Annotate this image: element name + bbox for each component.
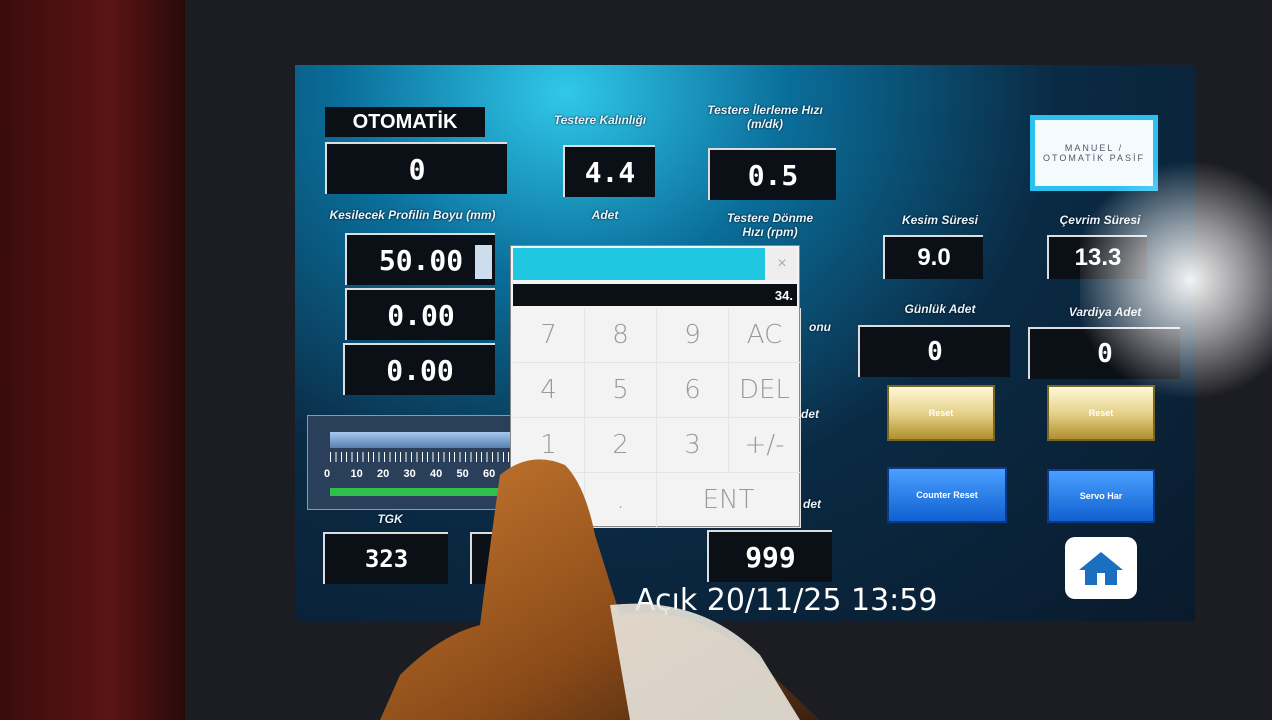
key-sign[interactable]: +/- xyxy=(729,418,801,473)
profile-length-label: Kesilecek Profilin Boyu (mm) xyxy=(329,208,496,222)
key-4[interactable]: 4 xyxy=(513,363,585,418)
close-icon: × xyxy=(777,255,787,272)
numeric-keypad: × 34. 7 8 9 AC 4 5 6 DEL 1 2 3 +/- 0. ENT xyxy=(510,245,801,528)
key-6[interactable]: 6 xyxy=(657,363,729,418)
gauge-bar xyxy=(330,432,515,448)
partial-label-1: onu xyxy=(809,320,831,334)
shift-count-value: 0 xyxy=(1028,327,1180,379)
gauge-tick-label: 10 xyxy=(350,468,363,480)
key-8[interactable]: 8 xyxy=(585,308,657,363)
profile-length-2[interactable]: 0.00 xyxy=(345,288,495,340)
hidden-value-box xyxy=(470,532,530,584)
cycle-time-value: 13.3 xyxy=(1047,235,1147,279)
key-0[interactable]: 0 xyxy=(513,473,585,528)
key-dot[interactable]: . xyxy=(585,473,657,528)
keypad-title-bar xyxy=(513,248,765,280)
cycle-time-label: Çevrim Süresi xyxy=(1059,213,1141,227)
home-button[interactable] xyxy=(1065,537,1137,599)
gauge-fill xyxy=(330,488,505,496)
gauge-scale xyxy=(330,452,515,462)
saw-thickness-label: Testere Kalınlığı xyxy=(553,113,647,127)
background-wall xyxy=(0,0,185,720)
cut-time-label: Kesim Süresi xyxy=(901,213,979,227)
daily-count-label: Günlük Adet xyxy=(904,302,976,316)
key-2[interactable]: 2 xyxy=(585,418,657,473)
manual-mode-button[interactable]: MANUEL / OTOMATİK PASİF xyxy=(1030,115,1158,191)
counter-reset-button[interactable]: Counter Reset xyxy=(887,467,1007,523)
daily-count-value: 0 xyxy=(858,325,1010,377)
gauge-tick-label: 0 xyxy=(324,468,331,480)
shift-count-label: Vardiya Adet xyxy=(1068,305,1142,319)
key-ac[interactable]: AC xyxy=(729,308,801,363)
reset-shift-button[interactable]: Reset xyxy=(1047,385,1155,441)
target-count-value[interactable]: 999 xyxy=(707,530,832,582)
count-label: Adet xyxy=(591,208,619,222)
gauge-ticks: 0 10 20 30 40 50 60 xyxy=(324,468,524,482)
mode-value[interactable]: 0 xyxy=(325,142,507,194)
gauge-tick-label: 40 xyxy=(430,468,443,480)
gauge-tick-label: 60 xyxy=(483,468,496,480)
key-ent[interactable]: ENT xyxy=(657,473,801,528)
cut-time-value: 9.0 xyxy=(883,235,983,279)
servo-button[interactable]: Servo Har xyxy=(1047,469,1155,523)
saw-feed-label: Testere İlerleme Hızı (m/dk) xyxy=(707,103,823,131)
input-cursor xyxy=(475,245,492,279)
partial-label-2: det xyxy=(801,407,819,421)
gauge-tick-label: 30 xyxy=(403,468,416,480)
mode-label: OTOMATİK xyxy=(325,107,485,137)
tgk-label: TGK xyxy=(377,512,403,526)
keypad-close-button[interactable]: × xyxy=(767,248,797,280)
profile-length-1[interactable]: 50.00 xyxy=(345,233,495,285)
profile-length-3[interactable]: 0.00 xyxy=(343,343,495,395)
saw-feed-value[interactable]: 0.5 xyxy=(708,148,836,200)
tgk-value: 323 xyxy=(323,532,448,584)
key-3[interactable]: 3 xyxy=(657,418,729,473)
key-7[interactable]: 7 xyxy=(513,308,585,363)
key-del[interactable]: DEL xyxy=(729,363,801,418)
level-gauge: 0 10 20 30 40 50 60 xyxy=(307,415,517,510)
saw-thickness-value[interactable]: 4.4 xyxy=(563,145,655,197)
key-1[interactable]: 1 xyxy=(513,418,585,473)
reset-daily-button[interactable]: Reset xyxy=(887,385,995,441)
keypad-display: 34. xyxy=(513,284,797,306)
partial-label-3: det xyxy=(803,497,821,511)
home-icon xyxy=(1079,552,1123,585)
saw-speed-label: Testere Dönme Hızı (rpm) xyxy=(726,211,814,239)
gauge-tick-label: 50 xyxy=(456,468,469,480)
key-5[interactable]: 5 xyxy=(585,363,657,418)
status-line: Açık 20/11/25 13:59 xyxy=(635,583,938,618)
gauge-tick-label: 20 xyxy=(377,468,390,480)
key-9[interactable]: 9 xyxy=(657,308,729,363)
